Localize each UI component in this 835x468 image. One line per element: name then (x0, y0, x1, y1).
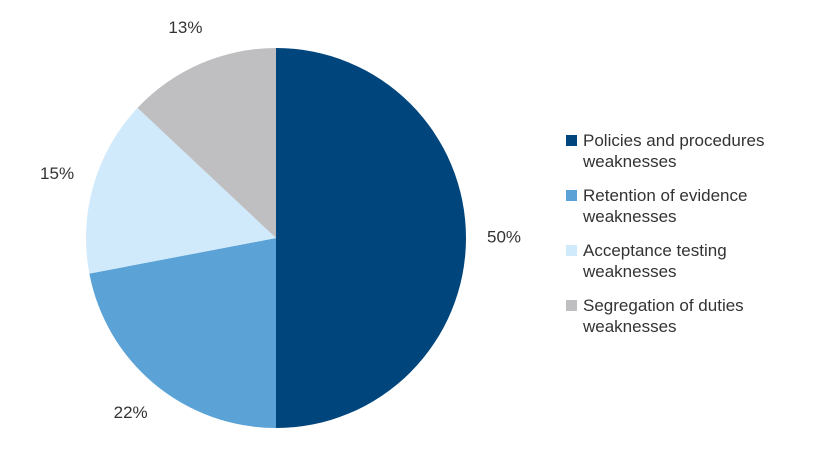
legend-swatch (566, 300, 577, 311)
data-label: 50% (487, 227, 521, 246)
legend-item: Retention of evidence weaknesses (566, 185, 806, 227)
data-label: 15% (40, 164, 74, 183)
legend-swatch (566, 245, 577, 256)
pie-slice (137, 48, 276, 238)
pie-slice (86, 107, 277, 274)
data-label: 13% (168, 18, 202, 37)
legend-item: Acceptance testing weaknesses (566, 240, 806, 282)
legend-item: Segregation of duties weaknesses (566, 295, 806, 337)
legend-label: Policies and procedures weaknesses (583, 131, 765, 171)
data-label: 22% (114, 403, 148, 422)
legend-swatch (566, 135, 577, 146)
legend-item: Policies and procedures weaknesses (566, 130, 806, 172)
legend: Policies and procedures weaknesses Retent… (566, 130, 806, 350)
legend-swatch (566, 190, 577, 201)
pie-slice (89, 238, 277, 428)
legend-label: Retention of evidence weaknesses (583, 186, 748, 226)
pie-slice (276, 48, 466, 428)
legend-label: Segregation of duties weaknesses (583, 296, 744, 336)
legend-label: Acceptance testing weaknesses (583, 241, 727, 281)
